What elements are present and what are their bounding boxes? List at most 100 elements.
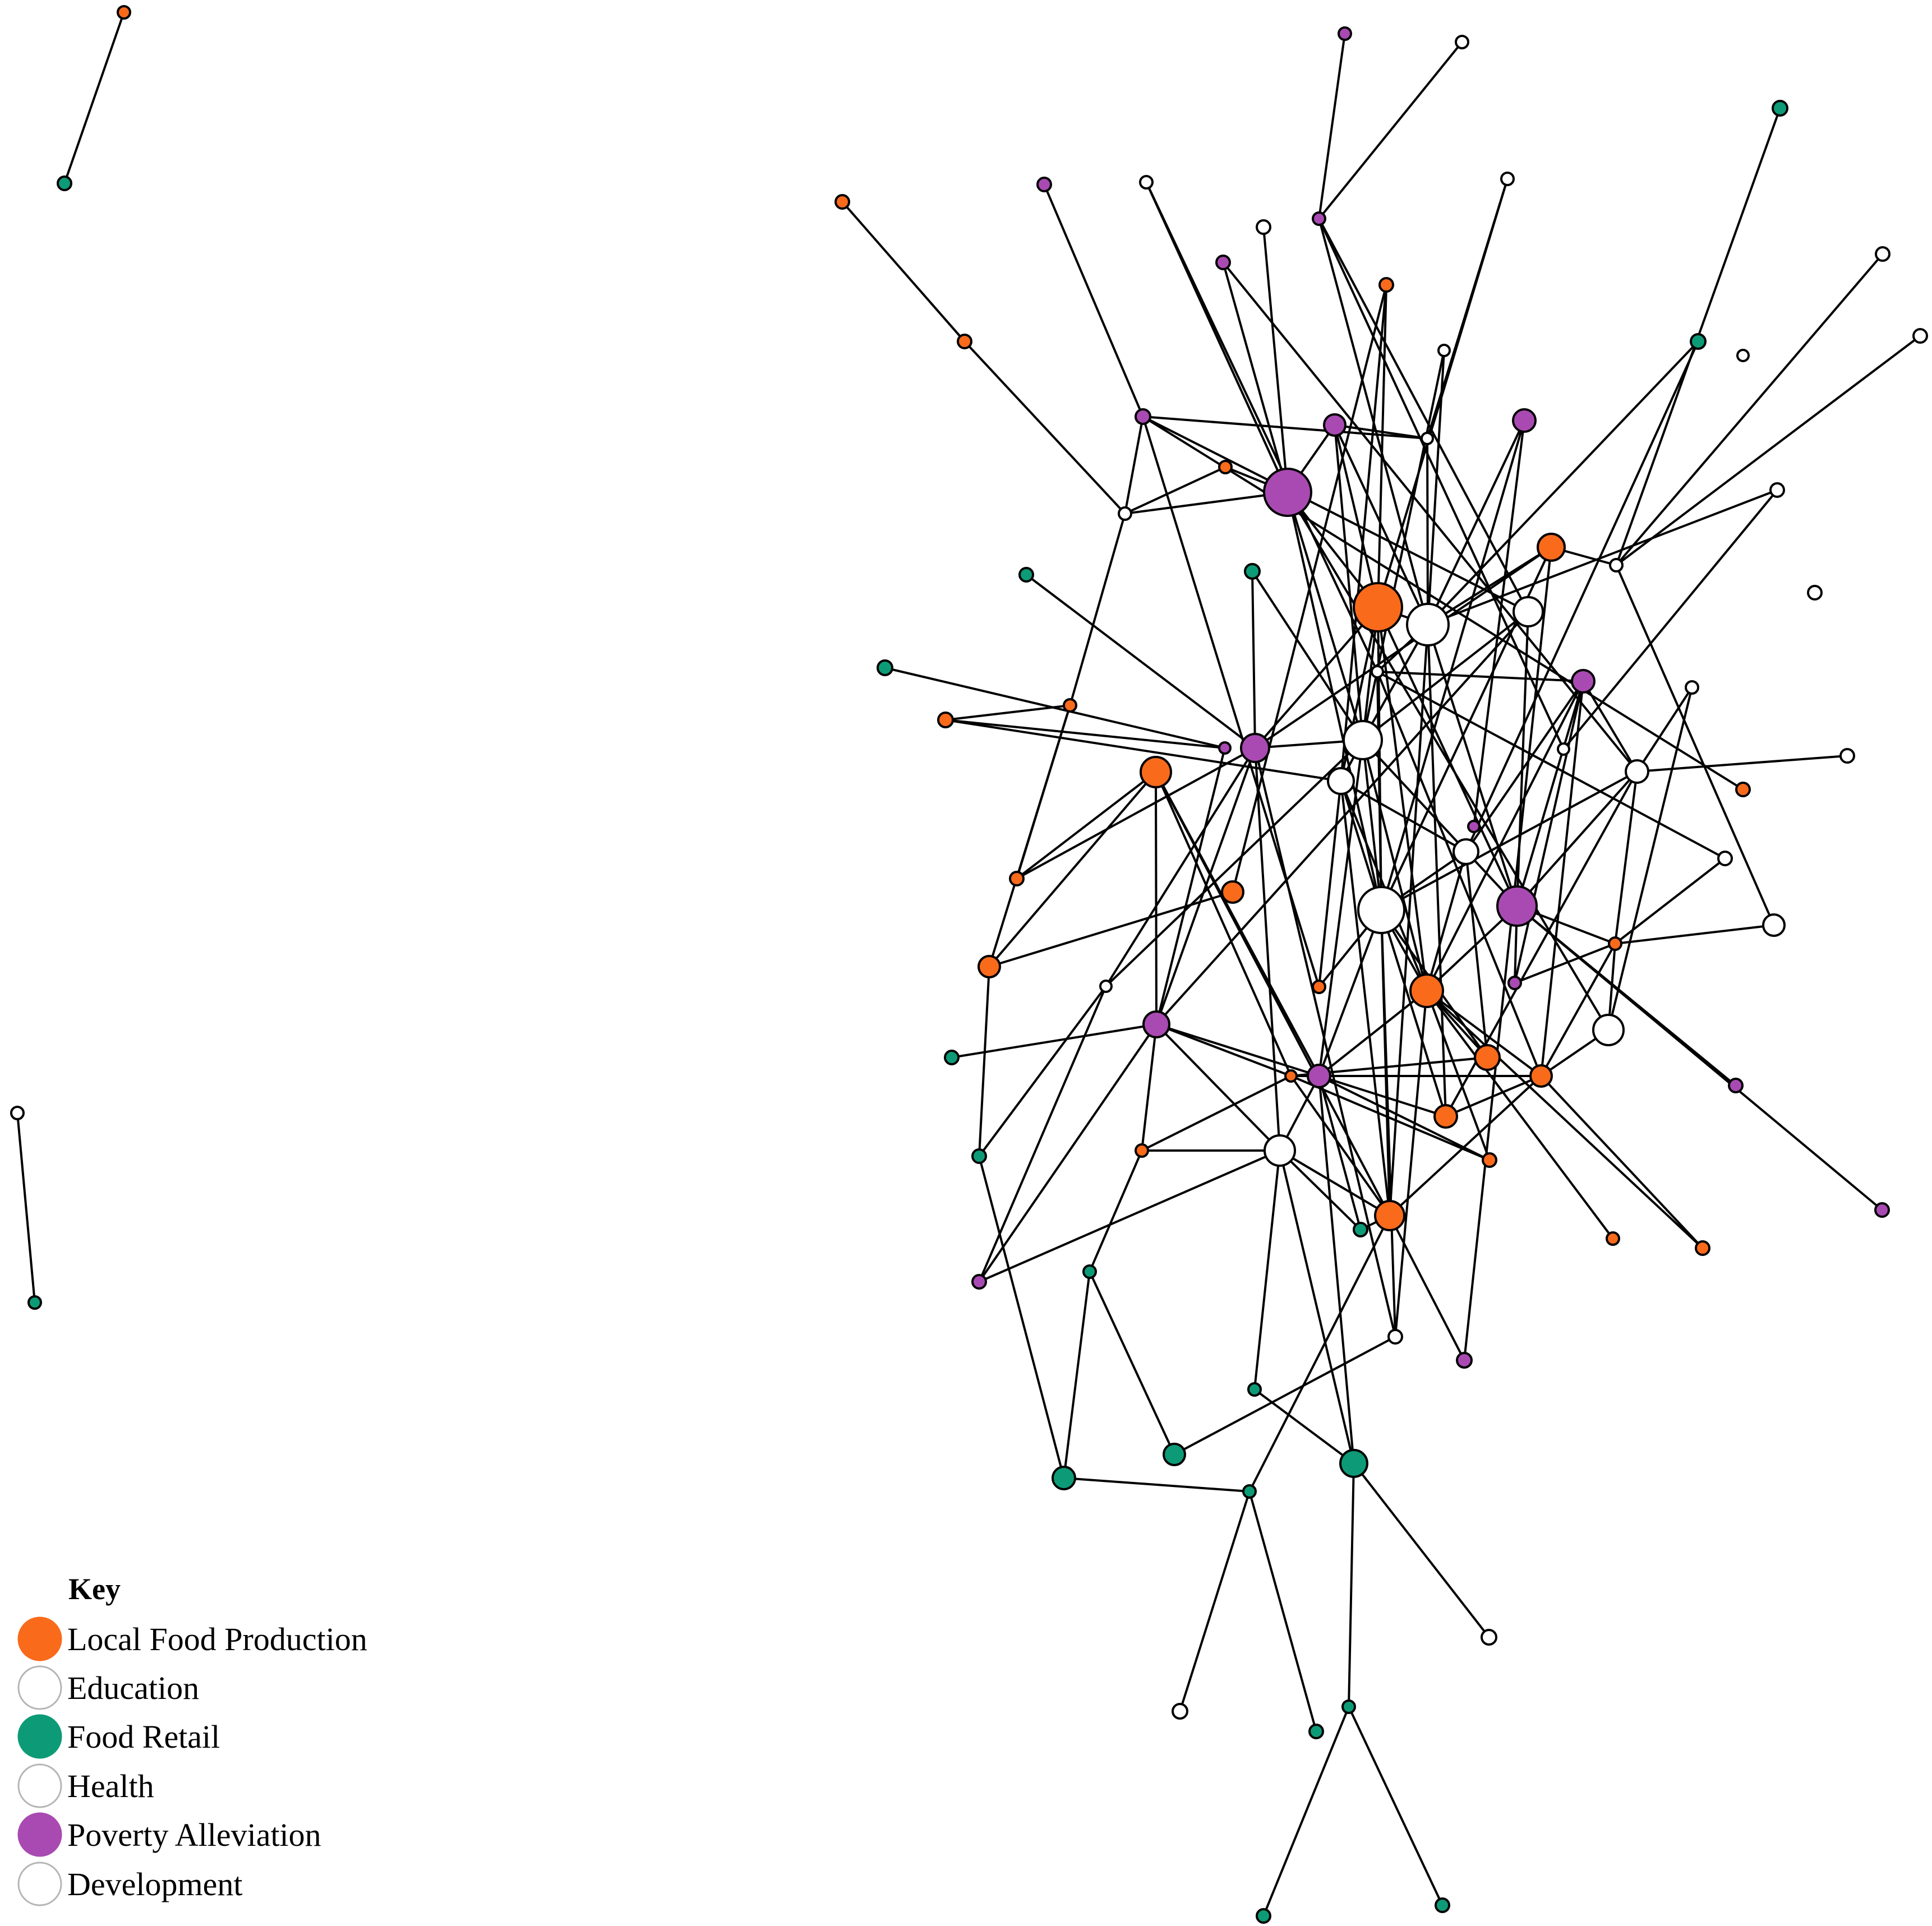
network-node: [1435, 1897, 1450, 1913]
network-edge: [1516, 905, 1883, 1211]
network-edge: [1377, 284, 1387, 608]
network-node: [1339, 1449, 1368, 1478]
network-edge: [1348, 1463, 1355, 1707]
network-edge: [1287, 492, 1364, 741]
network-node: [1308, 1724, 1324, 1739]
network-node: [1163, 1443, 1186, 1466]
network-edge: [1124, 466, 1226, 515]
network-edge: [1426, 438, 1429, 625]
network-node: [1769, 482, 1785, 498]
network-edge: [978, 1156, 1065, 1479]
network-node: [1481, 1629, 1497, 1646]
network-edge: [1514, 943, 1616, 984]
network-edge: [1426, 851, 1467, 991]
network-edge: [1155, 772, 1391, 1216]
network-edge: [1142, 415, 1744, 791]
network-edge: [1069, 513, 1126, 706]
network-edge: [1426, 990, 1542, 1077]
network-edge: [1248, 1491, 1317, 1732]
network-edge: [1426, 681, 1584, 991]
network-node: [1717, 851, 1733, 866]
network-edge: [1155, 1023, 1281, 1152]
network-node: [1875, 246, 1890, 262]
network-edge: [1089, 1271, 1175, 1455]
legend-item-health: Health: [17, 1763, 154, 1808]
network-edge: [1253, 1150, 1281, 1390]
network-node: [1625, 759, 1649, 784]
legend-swatch-food-retail: [17, 1714, 62, 1759]
network-node: [1312, 211, 1326, 226]
network-node: [1307, 1064, 1331, 1088]
network-edge: [1145, 182, 1378, 672]
network-node: [117, 5, 131, 20]
network-node: [1496, 885, 1538, 927]
legend-swatch-local-food-production: [17, 1616, 62, 1661]
network-edge: [1427, 340, 1699, 626]
network-edge: [1155, 747, 1226, 1025]
network-node: [1695, 1240, 1710, 1256]
network-edge: [1426, 990, 1704, 1249]
network-node: [1453, 838, 1479, 865]
network-node: [1507, 976, 1522, 990]
network-edge: [1318, 218, 1565, 750]
network-node: [1762, 913, 1786, 937]
network-edge: [1334, 424, 1364, 741]
network-edge: [989, 891, 1233, 968]
network-node: [1009, 871, 1025, 886]
network-edge: [1179, 1491, 1251, 1712]
network-edge: [1614, 771, 1638, 944]
network-edge: [1340, 780, 1391, 1216]
network-edge: [951, 1023, 1157, 1059]
network-edge: [1318, 740, 1364, 1077]
network-edge: [1279, 1149, 1362, 1231]
network-edge: [1063, 1477, 1250, 1493]
network-edge: [1142, 415, 1529, 613]
network-edge: [1427, 350, 1445, 625]
network-edge: [945, 719, 1225, 749]
network-node: [1512, 408, 1537, 433]
network-node: [977, 955, 1001, 978]
network-node: [1135, 1143, 1149, 1158]
network-edge: [1540, 943, 1616, 1077]
legend-swatch-development: [17, 1862, 62, 1906]
network-node: [1256, 219, 1271, 235]
network-node: [1247, 1382, 1262, 1397]
network-node: [834, 194, 850, 210]
network-edge: [1340, 780, 1428, 991]
network-node: [1327, 767, 1355, 795]
network-edge: [16, 1112, 36, 1303]
legend-swatch-education: [17, 1665, 62, 1710]
network-edge: [1389, 1075, 1542, 1217]
network-edge: [1514, 681, 1584, 983]
network-edge: [1562, 489, 1778, 750]
network-node: [1378, 277, 1394, 293]
network-edge: [1380, 909, 1391, 1216]
network-node: [1018, 567, 1034, 583]
legend: Key Local Food Production Education Food…: [17, 1572, 367, 1906]
network-edge: [945, 719, 1341, 782]
network-node: [1912, 328, 1928, 344]
legend-item-education: Education: [17, 1665, 199, 1710]
network-edge: [988, 705, 1071, 967]
network-edge: [1318, 909, 1382, 1077]
network-edge: [1318, 1075, 1490, 1161]
network-edge: [1318, 218, 1529, 612]
network-edge: [1248, 1215, 1391, 1492]
network-edge: [1427, 420, 1525, 625]
network-edge: [1251, 571, 1256, 749]
legend-label-poverty-alleviation: Poverty Alleviation: [67, 1817, 321, 1853]
network-node: [1500, 172, 1515, 186]
network-node: [1343, 720, 1383, 760]
network-node: [1592, 1014, 1625, 1046]
network-edge: [1318, 780, 1342, 987]
network-edge: [1279, 1149, 1391, 1217]
network-node: [1467, 820, 1481, 833]
network-node: [10, 1106, 25, 1120]
legend-item-food-retail: Food Retail: [17, 1714, 220, 1759]
legend-item-poverty-alleviation: Poverty Alleviation: [17, 1812, 321, 1857]
network-node: [1537, 533, 1566, 562]
network-edge: [1155, 611, 1529, 1026]
network-edge: [1089, 1150, 1143, 1272]
network-edge: [1222, 261, 1638, 773]
network-node: [1172, 1703, 1188, 1720]
